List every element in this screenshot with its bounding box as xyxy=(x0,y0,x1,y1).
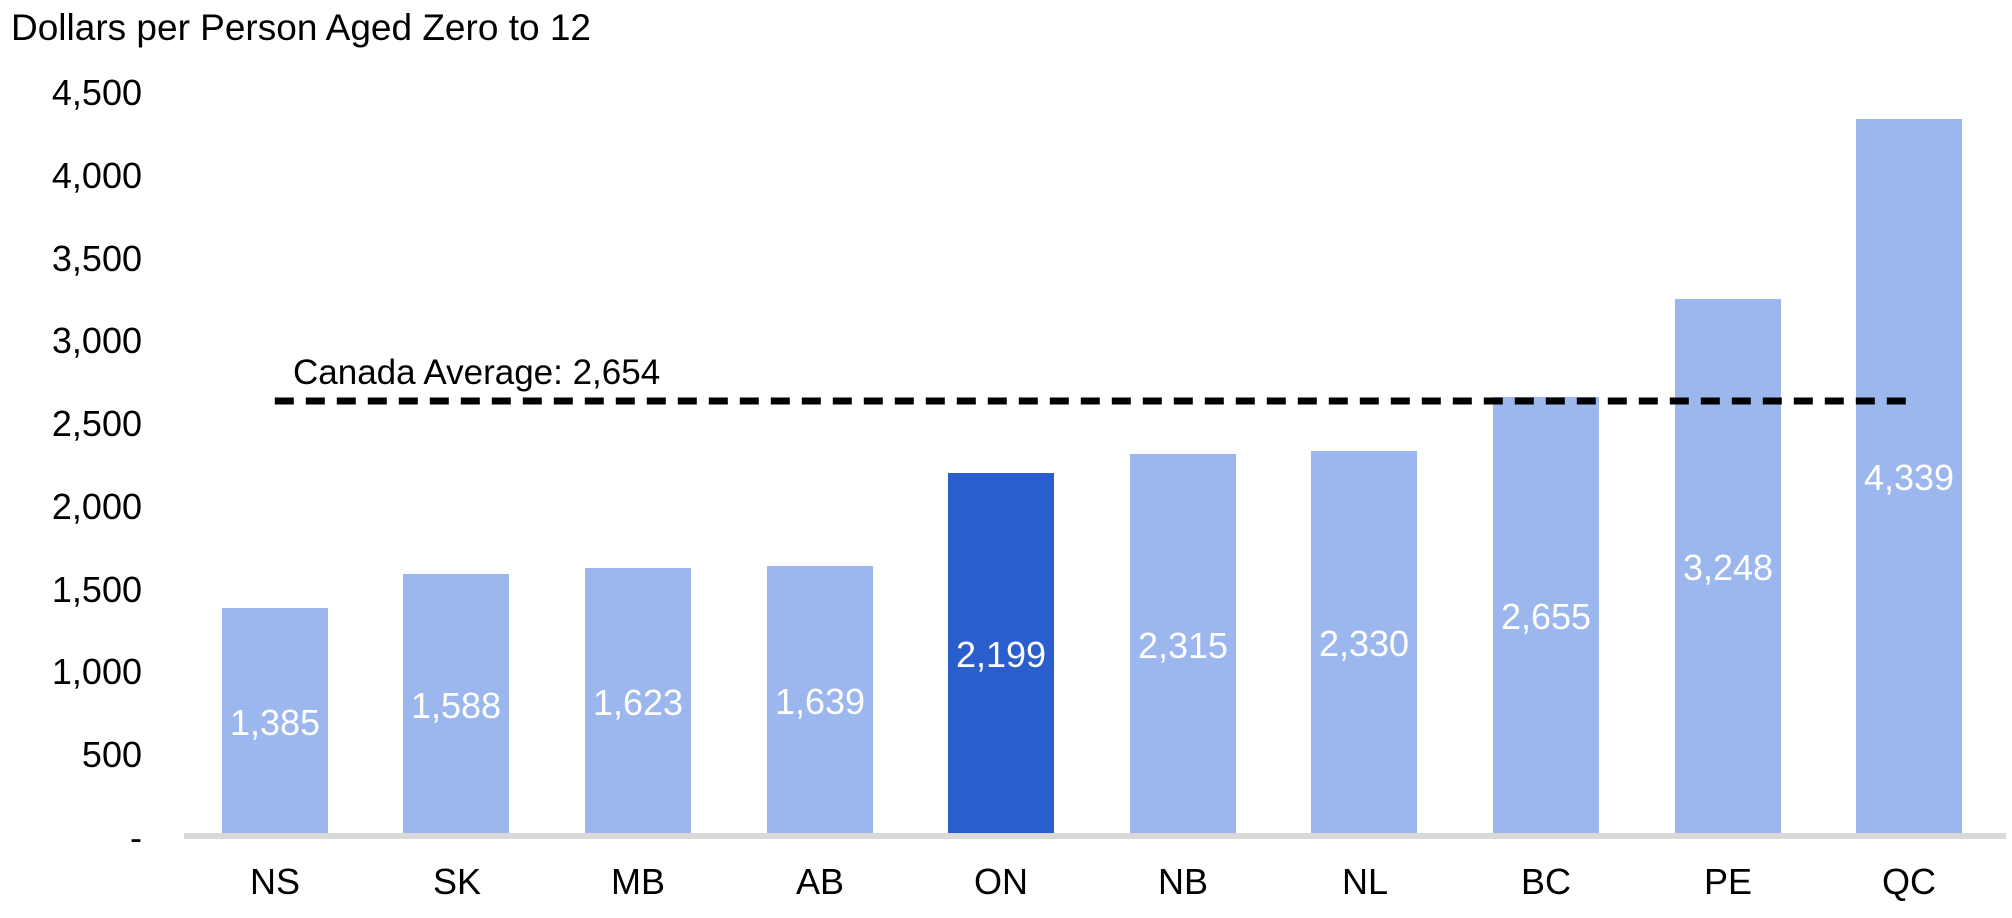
x-axis-label-nb: NB xyxy=(1157,861,1208,902)
y-axis-tick-label: 4,500 xyxy=(51,72,142,113)
x-axis-label-bc: BC xyxy=(1520,861,1571,902)
bar-value-label: 1,588 xyxy=(410,684,502,726)
x-axis-label-ab: AB xyxy=(795,861,845,902)
y-axis-tick-label: 4,000 xyxy=(51,155,142,196)
x-axis-label-nl: NL xyxy=(1341,861,1389,902)
bar-on: 2,199 xyxy=(948,473,1054,837)
canada-average-label: Canada Average: 2,654 xyxy=(293,353,661,392)
bar-pe: 3,248 xyxy=(1675,299,1781,837)
bar-value-label: 3,248 xyxy=(1682,547,1774,588)
x-axis-label-pe: PE xyxy=(1703,861,1753,902)
bar-bc: 2,655 xyxy=(1493,397,1599,837)
bar-mb: 1,623 xyxy=(585,568,691,837)
bar-value-label: 2,199 xyxy=(955,634,1047,675)
y-axis-tick-label: 1,000 xyxy=(51,651,142,692)
y-axis-tick-label: 1,500 xyxy=(51,569,142,610)
y-axis-tick-label: 2,000 xyxy=(51,486,142,527)
y-axis-tick-label: 3,000 xyxy=(51,320,142,361)
y-axis-tick-label: 3,500 xyxy=(51,238,142,279)
x-axis-line xyxy=(184,833,2006,839)
x-axis-label-on: ON xyxy=(974,861,1028,902)
x-axis-label-mb: MB xyxy=(611,861,665,902)
bar-value-label: 2,315 xyxy=(1137,624,1229,666)
y-axis-tick-label: 500 xyxy=(81,734,142,775)
y-axis-tick-label: 2,500 xyxy=(51,403,142,444)
bar-value-label: 4,339 xyxy=(1863,457,1955,498)
bar-value-label: 1,623 xyxy=(592,681,684,723)
bar-nl: 2,330 xyxy=(1311,451,1417,837)
bar-sk: 1,588 xyxy=(403,574,509,837)
x-axis-label-sk: SK xyxy=(432,861,482,902)
x-axis-label-qc: QC xyxy=(1882,861,1936,902)
bar-ns: 1,385 xyxy=(222,608,328,837)
y-axis-tick-label: - xyxy=(130,817,142,858)
bar-ab: 1,639 xyxy=(767,566,873,837)
bar-value-label: 1,385 xyxy=(229,701,321,743)
chart-title: Dollars per Person Aged Zero to 12 xyxy=(11,7,591,48)
bar-value-label: 2,655 xyxy=(1500,596,1592,637)
bar-qc: 4,339 xyxy=(1856,119,1962,837)
x-axis-label-ns: NS xyxy=(249,861,300,902)
bar-nb: 2,315 xyxy=(1130,454,1236,837)
bar-value-label: 1,639 xyxy=(774,680,866,722)
bar-value-label: 2,330 xyxy=(1318,623,1410,664)
